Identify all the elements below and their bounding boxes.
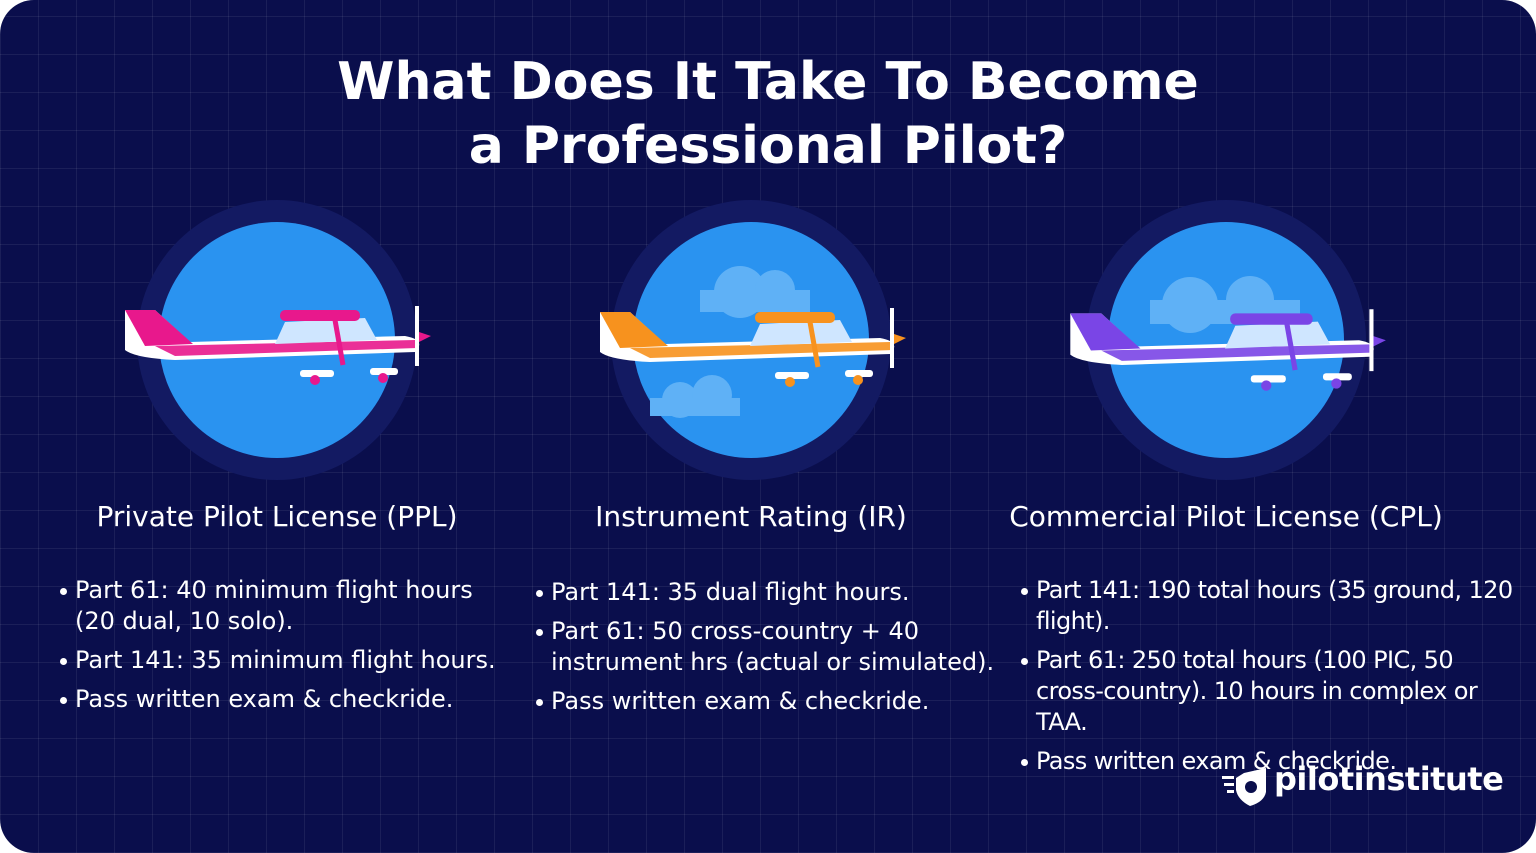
- plane-cpl: [1070, 200, 1386, 480]
- brand-logo: [1222, 768, 1266, 806]
- title-line: What Does It Take To Become: [337, 52, 1199, 112]
- bullet: Part 141: 35 dual flight hours.: [535, 577, 995, 608]
- brand-name: pilotinstitute: [1274, 760, 1504, 798]
- bullet-list: Part 61: 40 minimum flight hours (20 dua…: [59, 575, 499, 723]
- bullet: Pass written exam & checkride.: [535, 686, 995, 717]
- plane-ir: [600, 200, 906, 480]
- bullet: Part 61: 50 cross-country + 40 instrumen…: [535, 616, 995, 678]
- bullet-list: Part 141: 190 total hours (35 ground, 12…: [1020, 575, 1516, 785]
- bullet: Part 61: 40 minimum flight hours (20 dua…: [59, 575, 499, 637]
- bullet: Part 141: 35 minimum flight hours.: [59, 645, 499, 676]
- title-line: a Professional Pilot?: [468, 116, 1068, 176]
- bullet-list: Part 141: 35 dual flight hours. Part 61: …: [535, 577, 995, 725]
- column-heading: Commercial Pilot License (CPL): [1009, 500, 1443, 533]
- column-heading: Instrument Rating (IR): [595, 500, 907, 533]
- bullet: Pass written exam & checkride.: [1020, 746, 1516, 777]
- bullet: Part 141: 190 total hours (35 ground, 12…: [1020, 575, 1516, 637]
- plane-ppl: [125, 200, 431, 480]
- bullet: Pass written exam & checkride.: [59, 684, 499, 715]
- column-heading: Private Pilot License (PPL): [96, 500, 458, 533]
- bullet: Part 61: 250 total hours (100 PIC, 50 cr…: [1020, 645, 1516, 738]
